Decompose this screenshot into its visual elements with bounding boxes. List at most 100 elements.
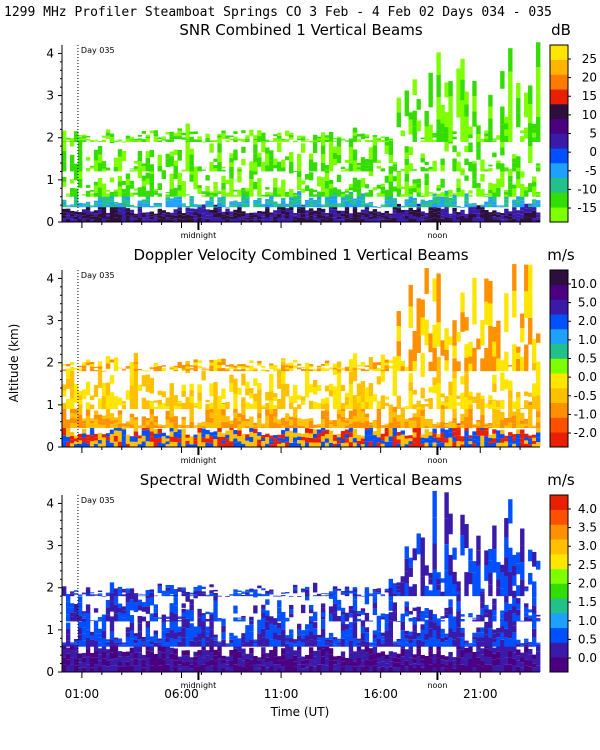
heatmap-cell <box>93 200 99 203</box>
heatmap-cell <box>201 367 206 369</box>
heatmap-cell <box>492 659 497 666</box>
heatmap-cell <box>344 404 350 410</box>
heatmap-cell <box>432 160 437 167</box>
heatmap-cell <box>456 214 461 218</box>
heatmap-cell <box>277 656 282 661</box>
heatmap-cell <box>388 431 394 437</box>
heatmap-cell <box>328 636 334 640</box>
heatmap-cell <box>129 170 135 172</box>
heatmap-cell <box>221 403 226 410</box>
heatmap-cell <box>504 441 509 445</box>
heatmap-cell <box>504 593 509 603</box>
heatmap-cell <box>356 188 362 197</box>
heatmap-cell <box>384 613 390 623</box>
heatmap-cell <box>209 194 214 196</box>
heatmap-cell <box>416 183 421 188</box>
heatmap-cell <box>484 278 489 302</box>
heatmap-cell <box>484 168 489 170</box>
heatmap-cell <box>384 138 390 140</box>
heatmap-cell <box>324 651 330 659</box>
heatmap-cell <box>69 204 75 206</box>
heatmap-cell <box>129 659 135 666</box>
heatmap-cell <box>352 661 358 667</box>
heatmap-cell <box>392 186 397 192</box>
heatmap-cell <box>145 650 151 658</box>
heatmap-cell <box>205 399 210 403</box>
heatmap-cell <box>512 401 517 410</box>
heatmap-cell <box>205 422 210 429</box>
heatmap-cell <box>364 387 370 395</box>
heatmap-cell <box>297 418 302 421</box>
heatmap-cell <box>484 621 489 629</box>
heatmap-cell <box>237 168 242 170</box>
heatmap-cell <box>360 196 366 201</box>
heatmap-cell <box>388 425 394 431</box>
heatmap-cell <box>165 632 170 638</box>
heatmap-cell <box>193 404 198 407</box>
heatmap-cell <box>440 123 445 133</box>
heatmap-cell <box>380 368 386 382</box>
colorbar-label: 0.0 <box>578 370 597 384</box>
heatmap-cell <box>392 164 397 167</box>
heatmap-cell <box>93 366 99 368</box>
heatmap-cell <box>201 433 206 438</box>
heatmap-cell <box>324 168 330 170</box>
heatmap-cell <box>396 644 401 647</box>
heatmap-cell <box>149 164 155 172</box>
heatmap-cell <box>281 438 286 443</box>
heatmap-cell <box>89 214 95 217</box>
heatmap-cell <box>221 219 226 222</box>
heatmap-cell <box>62 151 67 162</box>
heatmap-cell <box>424 204 429 206</box>
heatmap-cell <box>157 658 162 666</box>
heatmap-cell <box>165 197 170 201</box>
heatmap-cell <box>81 205 87 207</box>
heatmap-cell <box>77 615 83 622</box>
heatmap-cell <box>113 644 119 652</box>
heatmap-cell <box>297 138 302 141</box>
heatmap-cell <box>360 438 366 442</box>
heatmap-cell <box>504 194 509 197</box>
heatmap-cell <box>221 175 226 183</box>
heatmap-cell <box>93 594 99 596</box>
heatmap-cell <box>484 426 489 429</box>
heatmap-cell <box>388 166 394 174</box>
heatmap-cell <box>316 176 322 182</box>
heatmap-cell <box>336 137 342 140</box>
heatmap-cell <box>89 404 95 410</box>
heatmap-cell <box>532 611 537 620</box>
heatmap-cell <box>404 174 409 182</box>
heatmap-cell <box>245 138 250 141</box>
heatmap-cell <box>512 199 517 202</box>
heatmap-cell <box>328 209 334 214</box>
heatmap-cell <box>480 402 485 406</box>
heatmap-cell <box>133 139 139 141</box>
heatmap-cell <box>237 638 242 641</box>
heatmap-cell <box>273 210 278 214</box>
heatmap-cell <box>464 640 469 643</box>
day-label: Day 035 <box>81 46 115 55</box>
heatmap-cell <box>388 600 394 611</box>
heatmap-cell <box>97 436 103 441</box>
heatmap-cell <box>217 162 222 172</box>
heatmap-cell <box>225 425 230 429</box>
heatmap-cell <box>320 441 326 447</box>
heatmap-cell <box>229 441 234 447</box>
heatmap-cell <box>62 645 67 647</box>
heatmap-cell <box>504 650 509 658</box>
heatmap-cell <box>241 660 246 667</box>
heatmap-cell <box>532 201 537 204</box>
heatmap-cell <box>324 637 330 641</box>
heatmap-cell <box>213 206 218 208</box>
heatmap-cell <box>233 407 238 413</box>
heatmap-cell <box>101 200 107 204</box>
heatmap-cell <box>336 138 342 147</box>
heatmap-cell <box>424 212 429 216</box>
heatmap-cell <box>249 647 254 654</box>
heatmap-cell <box>352 409 358 416</box>
heatmap-cell <box>185 437 190 441</box>
heatmap-cell <box>177 668 182 672</box>
heatmap-cell <box>73 639 79 641</box>
heatmap-cell <box>520 420 525 425</box>
heatmap-cell <box>460 79 465 101</box>
